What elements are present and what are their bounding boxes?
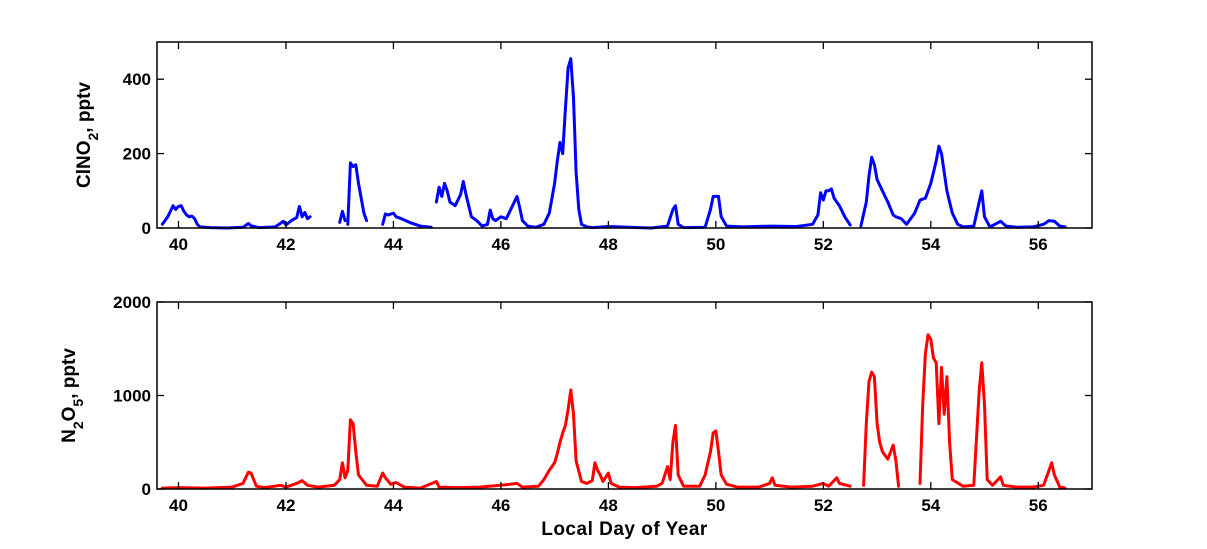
x-tick-label: 54 bbox=[921, 235, 940, 254]
series-0-line-segment bbox=[338, 209, 347, 224]
series-1-line-segment bbox=[918, 333, 1067, 490]
y-axis-label-subscript: 5 bbox=[70, 399, 86, 407]
y-tick-label: 400 bbox=[123, 70, 151, 89]
series-0-line-segment bbox=[434, 57, 852, 230]
x-tick-label: 44 bbox=[384, 496, 403, 515]
x-tick-label: 44 bbox=[384, 235, 403, 254]
x-tick-label: 50 bbox=[706, 496, 725, 515]
axes-frame bbox=[156, 41, 1093, 229]
clno2-panel: 40 42 44 46 48 50 52 54 56 0 200 400 ClNO2, pptv bbox=[74, 41, 1093, 254]
y-axis-label-part: N bbox=[59, 429, 80, 443]
x-tick-label: 40 bbox=[169, 235, 188, 254]
series-0-line-segment bbox=[381, 211, 433, 229]
y-tick-label: 2000 bbox=[113, 293, 151, 312]
x-tick-label: 54 bbox=[921, 496, 940, 515]
y-tick-label: 0 bbox=[142, 480, 151, 499]
y-tick-label: 0 bbox=[142, 219, 151, 238]
y-axis-label: ClNO2, pptv bbox=[74, 82, 101, 188]
series-1-line-segment bbox=[160, 388, 852, 490]
series-1-line-segment bbox=[862, 370, 901, 488]
x-tick-label: 42 bbox=[277, 496, 296, 515]
x-tick-label: 48 bbox=[599, 496, 618, 515]
x-tick-label: 52 bbox=[814, 235, 833, 254]
x-tick-label: 50 bbox=[706, 235, 725, 254]
y-axis-label-subscript: 2 bbox=[70, 421, 86, 429]
y-tick-label: 200 bbox=[123, 145, 151, 164]
x-tick-label: 40 bbox=[169, 496, 188, 515]
x-axis-label: Local Day of Year bbox=[541, 519, 708, 540]
x-tick-label: 56 bbox=[1029, 496, 1048, 515]
y-axis-label-part: , pptv bbox=[74, 82, 95, 133]
series-0-line-segment bbox=[160, 204, 312, 230]
x-tick-label: 56 bbox=[1029, 235, 1048, 254]
x-tick-label: 48 bbox=[599, 235, 618, 254]
x-tick-label: 46 bbox=[491, 235, 510, 254]
x-tick-label: 46 bbox=[491, 496, 510, 515]
y-axis-label-part: O bbox=[59, 407, 80, 422]
y-axis-label: N2O5, pptv bbox=[59, 348, 86, 443]
y-axis-label-part: , pptv bbox=[59, 348, 80, 399]
y-tick-label: 1000 bbox=[113, 387, 151, 406]
x-tick-label: 42 bbox=[277, 235, 296, 254]
series-0-line-segment bbox=[346, 161, 369, 226]
y-axis-label-subscript: 2 bbox=[85, 132, 101, 140]
y-axis-label-part: ClNO bbox=[74, 140, 95, 188]
series-0-line-segment bbox=[859, 144, 1067, 229]
x-tick-label: 52 bbox=[814, 496, 833, 515]
